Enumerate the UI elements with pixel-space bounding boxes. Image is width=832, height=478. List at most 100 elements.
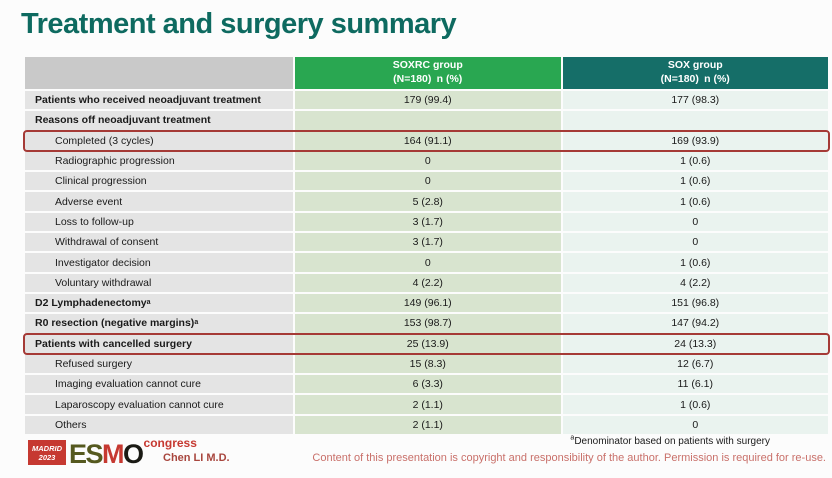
row-label: Investigator decision	[55, 256, 151, 269]
row-label-cell: Withdrawal of consent	[25, 233, 293, 252]
row-value-sox: 0	[562, 233, 828, 252]
esmo-congress-logo: MADRID 2023 ESMO congress	[28, 436, 197, 469]
esmo-wordmark: ESMO	[69, 438, 144, 469]
row-value-soxrc: 2 (1.1)	[295, 415, 561, 435]
table-row: Others 2 (1.1) 0	[25, 415, 828, 435]
header-soxrc-line2: (N=180) n (%)	[393, 73, 463, 85]
table-row: R0 resection (negative margins) a 153 (98.…	[25, 314, 828, 333]
row-label-cell: Completed (3 cycles)	[25, 131, 293, 150]
row-value-soxrc: 25 (13.9)	[295, 334, 561, 353]
row-label: Completed (3 cycles)	[55, 134, 154, 147]
table-row: D2 Lymphadenectomy a 149 (96.1) 151 (96.8)	[25, 293, 828, 313]
row-value-soxrc: 179 (99.4)	[295, 91, 561, 110]
table-row: Laparoscopy evaluation cannot cure 2 (1.1…	[25, 395, 828, 414]
row-value-soxrc: 6 (3.3)	[295, 375, 561, 394]
row-label-cell: Clinical progression	[25, 172, 293, 191]
row-label: Reasons off neoadjuvant treatment	[35, 114, 211, 127]
row-label: Imaging evaluation cannot cure	[55, 378, 201, 391]
row-value-soxrc: 5 (2.8)	[295, 192, 561, 211]
row-value-sox: 4 (2.2)	[562, 273, 828, 292]
madrid-2023-badge: MADRID 2023	[28, 440, 66, 465]
row-value-soxrc	[295, 111, 561, 130]
column-header-sox: SOX group (N=180) n (%)	[562, 57, 828, 89]
table-footnote: aDenominator based on patients with surg…	[570, 434, 770, 447]
row-value-sox: 12 (6.7)	[562, 354, 828, 374]
row-value-soxrc: 0	[295, 151, 561, 171]
summary-table: SOXRC group (N=180) n (%) SOX group (N=1…	[22, 57, 831, 435]
row-label: Adverse event	[55, 195, 123, 208]
row-label-cell: Reasons off neoadjuvant treatment	[25, 111, 293, 130]
table-row: Refused surgery 15 (8.3) 12 (6.7)	[25, 354, 828, 374]
row-label-cell: Investigator decision	[25, 253, 293, 272]
table-row: Investigator decision 0 1 (0.6)	[25, 253, 828, 272]
table-row: Reasons off neoadjuvant treatment	[25, 111, 828, 130]
row-label: Withdrawal of consent	[55, 236, 159, 249]
row-value-sox	[562, 111, 828, 130]
row-value-soxrc: 0	[295, 253, 561, 272]
row-value-sox: 11 (6.1)	[562, 375, 828, 394]
table-row: Voluntary withdrawal 4 (2.2) 4 (2.2)	[25, 273, 828, 292]
row-label: Laparoscopy evaluation cannot cure	[55, 398, 224, 411]
row-label-cell: Patients with cancelled surgery	[25, 334, 293, 353]
row-label: Voluntary withdrawal	[55, 276, 152, 289]
table-row: Adverse event 5 (2.8) 1 (0.6)	[25, 192, 828, 211]
page-title: Treatment and surgery summary	[21, 8, 457, 40]
row-label-cell: Adverse event	[25, 192, 293, 211]
esmo-letter-m: M	[102, 438, 125, 469]
row-label: R0 resection (negative margins)	[35, 317, 195, 330]
row-value-soxrc: 0	[295, 172, 561, 191]
row-label-cell: R0 resection (negative margins) a	[25, 314, 293, 333]
table-row: Patients who received neoadjuvant treatm…	[25, 91, 828, 110]
table-row: Withdrawal of consent 3 (1.7) 0	[25, 233, 828, 252]
row-label-cell: Patients who received neoadjuvant treatm…	[25, 91, 293, 110]
row-value-sox: 169 (93.9)	[562, 131, 828, 150]
row-value-sox: 1 (0.6)	[562, 151, 828, 171]
row-value-soxrc: 4 (2.2)	[295, 273, 561, 292]
row-label: Refused surgery	[55, 358, 133, 370]
table-header-row: SOXRC group (N=180) n (%) SOX group (N=1…	[25, 57, 828, 89]
row-label-cell: Radiographic progression	[25, 151, 293, 171]
row-label: Patients with cancelled surgery	[35, 337, 192, 350]
row-label-cell: D2 Lymphadenectomy a	[25, 293, 293, 313]
row-label-cell: Refused surgery	[25, 354, 293, 374]
row-value-sox: 1 (0.6)	[562, 395, 828, 414]
row-value-sox: 0	[562, 415, 828, 435]
presenter-name: Chen LI M.D.	[163, 452, 230, 464]
row-label-cell: Laparoscopy evaluation cannot cure	[25, 395, 293, 414]
row-label-cell: Others	[25, 415, 293, 435]
row-label-cell: Imaging evaluation cannot cure	[25, 375, 293, 394]
row-value-soxrc: 149 (96.1)	[295, 293, 561, 313]
row-label: Others	[55, 418, 87, 431]
row-value-soxrc: 2 (1.1)	[295, 395, 561, 414]
row-label: Radiographic progression	[55, 155, 175, 168]
footnote-text: Denominator based on patients with surge…	[574, 436, 770, 447]
congress-label: congress	[143, 436, 197, 450]
copyright-notice: Content of this presentation is copyrigh…	[312, 452, 826, 464]
row-value-soxrc: 3 (1.7)	[295, 212, 561, 232]
header-empty-cell	[25, 57, 293, 89]
table-row: Patients with cancelled surgery 25 (13.9)…	[22, 332, 831, 356]
row-label: D2 Lymphadenectomy	[35, 297, 147, 310]
row-value-sox: 177 (98.3)	[562, 91, 828, 110]
esmo-letters-es: ES	[69, 438, 104, 469]
logo-city: MADRID	[32, 443, 62, 453]
row-value-soxrc: 15 (8.3)	[295, 354, 561, 374]
row-value-sox: 151 (96.8)	[562, 293, 828, 313]
logo-year: 2023	[38, 452, 56, 462]
row-label: Patients who received neoadjuvant treatm…	[35, 94, 261, 107]
esmo-letter-o: O	[123, 438, 144, 469]
column-header-soxrc: SOXRC group (N=180) n (%)	[295, 57, 561, 89]
table-row: Imaging evaluation cannot cure 6 (3.3) 11 …	[25, 375, 828, 394]
header-sox-line1: SOX group	[667, 59, 723, 72]
footnote-marker: a	[570, 434, 575, 442]
table-row: Loss to follow-up 3 (1.7) 0	[25, 212, 828, 232]
table-row: Clinical progression 0 1 (0.6)	[25, 172, 828, 191]
row-label: Clinical progression	[55, 175, 147, 188]
table-row: Completed (3 cycles) 164 (91.1) 169 (93.9)	[22, 129, 831, 153]
row-value-soxrc: 164 (91.1)	[295, 131, 561, 150]
row-value-sox: 1 (0.6)	[562, 192, 828, 211]
table-body: Patients who received neoadjuvant treatm…	[22, 91, 831, 435]
row-label-cell: Voluntary withdrawal	[25, 273, 293, 292]
header-sox-line2: (N=180) n (%)	[660, 73, 730, 85]
